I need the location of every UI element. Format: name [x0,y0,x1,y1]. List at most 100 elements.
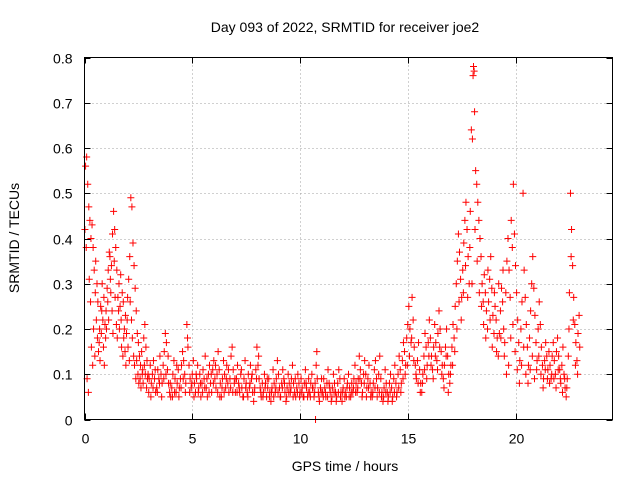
data-point [96,325,104,333]
data-point [421,330,429,338]
data-point [284,370,292,378]
data-point [469,63,477,71]
data-point [254,361,262,369]
data-point [166,379,174,387]
data-point [398,357,406,365]
data-point [548,352,556,360]
data-point [301,366,309,374]
data-point [391,361,399,369]
data-point [339,388,347,396]
data-point [305,375,313,383]
data-point [291,375,299,383]
y-tick-label: 0.6 [53,141,73,157]
data-point [475,216,483,224]
data-point [395,352,403,360]
data-point [485,298,493,306]
data-point [530,284,538,292]
data-point [115,280,123,288]
data-point [475,289,483,297]
data-point [123,330,131,338]
data-point [119,352,127,360]
data-point [394,370,402,378]
data-point [218,384,226,392]
x-tick-label: 5 [189,431,197,447]
data-point [87,235,95,242]
data-point [395,384,403,392]
data-point [427,361,435,369]
data-point [309,384,317,392]
data-point [513,366,521,374]
data-point [156,352,164,360]
data-point [482,334,490,342]
grid-lines [84,57,613,420]
data-point [574,330,582,338]
data-point [448,343,456,351]
data-point [518,298,526,306]
data-point [480,320,488,328]
data-point [82,244,90,252]
data-point [103,284,111,292]
data-point [459,266,467,274]
data-point [235,384,243,392]
data-point [396,366,404,374]
data-point [455,298,463,306]
data-point [574,370,582,378]
data-point [227,352,235,360]
data-point [161,330,169,338]
y-tick-label: 0.1 [53,367,73,383]
data-point [351,361,359,369]
data-point [124,293,132,301]
data-point [519,189,527,197]
data-point [170,357,178,365]
data-point [102,334,110,342]
data-point [209,366,217,374]
data-point [505,361,513,369]
data-point [410,343,418,351]
data-point [537,343,545,351]
data-point [196,379,204,387]
data-point [274,370,282,378]
data-point [312,361,320,369]
data-point [526,366,534,374]
data-point [528,280,536,288]
data-point [142,343,150,351]
data-point [321,388,329,396]
data-point [397,388,405,396]
data-point [130,262,138,270]
data-point [544,366,552,374]
data-point [354,384,362,392]
data-point [105,248,113,256]
data-point [474,198,482,206]
data-point [480,271,488,279]
data-point [385,379,393,387]
data-point [187,384,195,392]
data-point [91,352,99,360]
data-point [559,388,567,396]
data-point [205,361,213,369]
data-point [345,370,352,378]
data-point [499,266,507,274]
data-point [534,325,542,333]
data-point [421,366,429,374]
y-tick-label: 0.5 [53,186,73,202]
data-point [126,253,134,261]
data-point [352,388,360,396]
data-point [300,393,308,401]
data-point [124,343,132,351]
data-point [471,108,479,116]
data-point [458,293,466,301]
data-point [487,253,495,261]
data-point [390,375,398,383]
data-point [527,307,535,315]
data-point [324,366,332,374]
data-point [494,352,502,360]
data-point [145,388,153,396]
data-point [564,352,572,360]
data-point [151,366,159,374]
data-point [287,384,295,392]
data-point [466,244,474,252]
data-point [110,257,118,265]
data-point [526,334,534,342]
data-point [260,370,268,378]
data-point [163,366,171,374]
